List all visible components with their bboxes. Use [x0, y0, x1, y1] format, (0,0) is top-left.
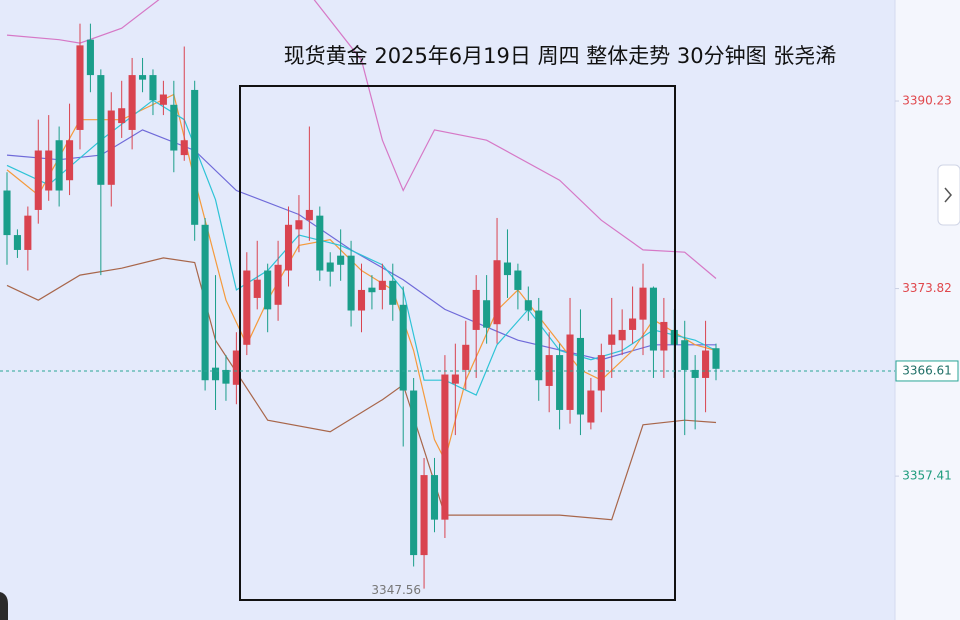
- candle-body: [389, 280, 397, 305]
- candle-body: [357, 289, 366, 311]
- candle-body: [3, 190, 11, 236]
- candle-body: [587, 390, 595, 423]
- candle-body: [45, 150, 53, 191]
- candle-body: [399, 304, 407, 391]
- candle-body: [451, 374, 459, 384]
- y-tick-label: 3357.41: [902, 469, 952, 483]
- candle-body: [368, 287, 376, 293]
- candle-body: [13, 235, 21, 250]
- candle-body: [410, 390, 418, 556]
- candle-body: [24, 215, 32, 250]
- candle-body: [566, 334, 574, 410]
- candle-body: [691, 369, 699, 378]
- candle-body: [264, 270, 272, 310]
- candle-body: [660, 321, 668, 351]
- low-label: 3347.56: [371, 583, 421, 597]
- candle-body: [211, 367, 220, 381]
- candle-body: [295, 220, 303, 230]
- last-price-label: 3366.61: [902, 363, 952, 377]
- side-tab-arrow: [944, 187, 952, 203]
- candle-body: [639, 287, 647, 320]
- candle-body: [514, 270, 522, 290]
- candle-body: [305, 209, 313, 221]
- overlay-line: [6, 0, 717, 279]
- highlight-box: [239, 85, 676, 601]
- candle-body: [618, 329, 626, 341]
- candle-body: [170, 104, 178, 151]
- axis-panel: [895, 0, 960, 620]
- candle-body: [649, 287, 657, 351]
- y-axis: 3390.23 3373.82 3357.41 3366.61 3347.56: [0, 94, 959, 597]
- candle-body: [712, 348, 720, 369]
- candle-body: [337, 255, 345, 265]
- candle-body: [55, 140, 63, 191]
- candle-body: [378, 280, 386, 290]
- candle-body: [629, 318, 637, 330]
- candle-body: [545, 355, 553, 386]
- candle-body: [118, 108, 126, 124]
- candle-body: [702, 350, 710, 378]
- candle-body: [420, 475, 428, 556]
- candle-body: [681, 340, 689, 370]
- y-tick-label: 3390.23: [902, 94, 952, 108]
- side-tab[interactable]: [937, 164, 960, 226]
- candle-body: [191, 89, 199, 225]
- candle-body: [535, 310, 543, 381]
- candle-body: [441, 374, 449, 520]
- corner-widget: [0, 592, 8, 620]
- candle-body: [347, 255, 355, 311]
- candle-body: [128, 75, 136, 130]
- chart-title: 现货黄金 2025年6月19日 周四 整体走势 30分钟图 张尧浠: [284, 44, 837, 68]
- candle-body: [138, 75, 147, 80]
- candle-body: [97, 75, 105, 185]
- candle-body: [222, 369, 230, 384]
- candle-body: [462, 344, 470, 370]
- candle-body: [316, 215, 324, 271]
- candle-body: [201, 224, 209, 381]
- candle-body: [66, 140, 74, 181]
- candle-body: [232, 350, 240, 385]
- candle-body: [149, 75, 157, 101]
- candle-body: [159, 94, 167, 105]
- y-tick-label: 3373.82: [902, 281, 952, 295]
- candle-body: [597, 355, 605, 391]
- candle-body: [483, 300, 491, 328]
- candle-body: [608, 334, 616, 345]
- candle-body: [430, 475, 439, 520]
- candle-body: [107, 110, 115, 185]
- candle-layer: [3, 23, 720, 589]
- candle-body: [274, 264, 282, 305]
- candle-body: [253, 279, 261, 298]
- candle-body: [556, 355, 564, 410]
- candle-body: [576, 337, 585, 415]
- candle-body: [76, 45, 84, 130]
- candle-body: [86, 39, 94, 76]
- candle-body: [34, 150, 42, 210]
- candle-body: [326, 262, 334, 272]
- candle-body: [180, 140, 188, 156]
- candle-body: [524, 300, 532, 311]
- overlay-line: [6, 257, 717, 521]
- candle-body: [284, 224, 293, 271]
- last-price-tag: [895, 360, 959, 382]
- candle-body: [503, 262, 512, 276]
- candle-body: [243, 270, 251, 345]
- candle-body: [493, 260, 501, 325]
- candle-body: [472, 289, 480, 330]
